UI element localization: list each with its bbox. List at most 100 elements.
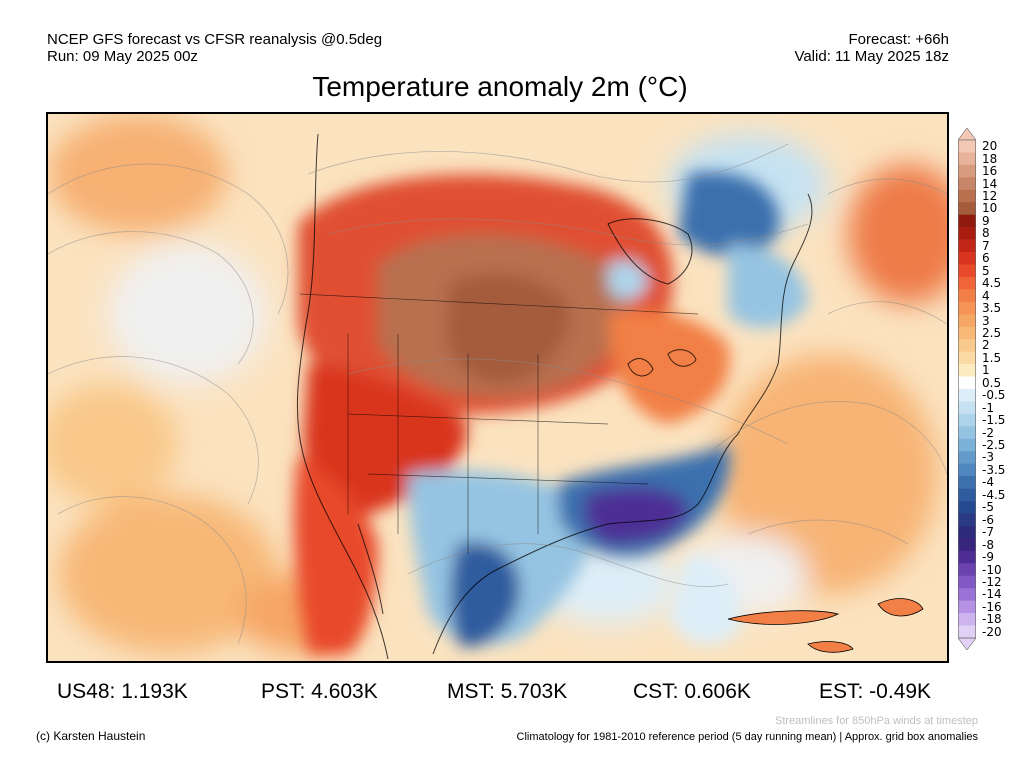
colorbar-swatch xyxy=(958,413,976,427)
colorbar-tick-label: 10 xyxy=(982,201,998,216)
colorbar-swatch xyxy=(958,513,976,527)
colorbar-tick-label: -14 xyxy=(982,587,1002,602)
colorbar-tick-label: 18 xyxy=(982,151,998,166)
colorbar-tick-label: 6 xyxy=(982,251,990,266)
colorbar-swatch xyxy=(958,588,976,601)
colorbar-swatch xyxy=(958,501,976,514)
colorbar-tick-label: 7 xyxy=(982,238,990,253)
colorbar-swatch xyxy=(958,550,976,564)
colorbar-swatch xyxy=(958,140,976,153)
colorbar-swatch xyxy=(958,426,976,440)
colorbar-tick-label: 12 xyxy=(982,189,998,204)
streamline-note: Streamlines for 850hPa winds at timestep xyxy=(775,715,978,727)
colorbar-tick-label: 8 xyxy=(982,226,990,241)
colorbar-tick-label: -3 xyxy=(982,450,994,465)
colorbar-tick-label: -6 xyxy=(982,512,994,527)
colorbar-swatch xyxy=(958,525,976,539)
colorbar-swatch xyxy=(958,164,976,178)
colorbar-swatch xyxy=(958,177,976,191)
colorbar-swatch xyxy=(958,189,976,203)
stat-cst: CST: 0.606K xyxy=(633,680,751,703)
stat-us48: US48: 1.193K xyxy=(57,680,188,703)
stat-est: EST: -0.49K xyxy=(819,680,932,703)
colorbar-tick-label: -12 xyxy=(982,574,1002,589)
colorbar-tick-label: 3.5 xyxy=(982,301,1002,316)
header-right: Forecast: +66h Valid: 11 May 2025 18z xyxy=(794,31,949,65)
colorbar-tick-label: -10 xyxy=(982,562,1002,577)
colorbar-swatch xyxy=(958,463,976,477)
map-canvas xyxy=(48,114,947,661)
coastlines xyxy=(296,133,813,660)
colorbar-tick-label: 20 xyxy=(982,139,998,154)
colorbar-swatch xyxy=(958,264,976,278)
colorbar-tick-label: 2 xyxy=(982,338,990,353)
colorbar-tick-label: 4 xyxy=(982,288,990,303)
colorbar-swatch xyxy=(958,289,976,303)
colorbar-tick-label: -4.5 xyxy=(982,487,1006,502)
valid-time: Valid: 11 May 2025 18z xyxy=(794,48,949,65)
colorbar-tick-label: -0.5 xyxy=(982,388,1006,403)
run-time: Run: 09 May 2025 00z xyxy=(47,48,198,65)
colorbar-swatch xyxy=(958,301,976,315)
regional-stats: US48: 1.193K PST: 4.603K MST: 5.703K CST… xyxy=(0,680,1024,706)
land-anomalies xyxy=(293,172,808,654)
colorbar-swatch xyxy=(958,239,976,253)
colorbar xyxy=(957,127,977,651)
colorbar-swatch xyxy=(958,488,976,502)
colorbar-tick-label: 2.5 xyxy=(982,325,1002,340)
map-title: Temperature anomaly 2m (°C) xyxy=(312,71,688,102)
colorbar-swatch xyxy=(958,252,976,265)
colorbar-swatch xyxy=(958,613,976,626)
colorbar-swatch xyxy=(958,227,976,240)
colorbar-frame xyxy=(958,139,976,639)
colorbar-swatch xyxy=(958,575,976,589)
colorbar-tick-label: -2 xyxy=(982,425,994,440)
colorbar-tick-label: 4.5 xyxy=(982,276,1002,291)
colorbar-swatch xyxy=(958,351,976,365)
colorbar-swatch xyxy=(958,389,976,402)
colorbar-tick-label: 0.5 xyxy=(982,375,1002,390)
colorbar-swatch xyxy=(958,364,976,377)
colorbar-swatch xyxy=(958,476,976,489)
wind-streamlines xyxy=(48,143,947,645)
colorbar-swatch xyxy=(958,202,976,215)
climatology-note: Climatology for 1981-2010 reference peri… xyxy=(516,731,978,743)
colorbar-tick-label: -1.5 xyxy=(982,413,1006,428)
colorbar-swatches xyxy=(957,127,977,651)
colorbar-tick-label: -3.5 xyxy=(982,462,1006,477)
colorbar-tick-label: -4 xyxy=(982,475,994,490)
colorbar-tick-label: -2.5 xyxy=(982,438,1006,453)
header-left: NCEP GFS forecast vs CFSR reanalysis @0.… xyxy=(47,31,382,65)
stat-pst: PST: 4.603K xyxy=(261,680,378,703)
credit: (c) Karsten Haustein xyxy=(36,729,146,743)
colorbar-swatch xyxy=(958,152,976,166)
colorbar-min-arrow xyxy=(957,637,977,651)
anomaly-map xyxy=(46,112,949,663)
colorbar-swatch xyxy=(958,214,976,228)
stat-mst: MST: 5.703K xyxy=(447,680,568,703)
colorbar-swatch xyxy=(958,326,976,340)
colorbar-tick-label: 16 xyxy=(982,164,998,179)
colorbar-tick-label: -7 xyxy=(982,525,994,540)
colorbar-tick-label: 1.5 xyxy=(982,350,1002,365)
colorbar-tick-label: -18 xyxy=(982,612,1002,627)
colorbar-tick-label: -1 xyxy=(982,400,994,415)
forecast-hour: Forecast: +66h xyxy=(848,31,949,48)
colorbar-swatch xyxy=(958,451,976,464)
colorbar-tick-label: -8 xyxy=(982,537,994,552)
colorbar-tick-label: -9 xyxy=(982,550,994,565)
colorbar-tick-label: 1 xyxy=(982,363,990,378)
colorbar-tick-label: -16 xyxy=(982,599,1002,614)
colorbar-max-arrow xyxy=(957,127,977,141)
colorbar-tick-label: 3 xyxy=(982,313,990,328)
colorbar-swatch xyxy=(958,339,976,352)
colorbar-tick-label: -20 xyxy=(982,624,1002,639)
caribbean-islands xyxy=(727,598,924,653)
colorbar-swatch xyxy=(958,314,976,328)
state-borders xyxy=(299,293,699,554)
colorbar-swatch xyxy=(958,563,976,577)
colorbar-swatch xyxy=(958,401,976,415)
colorbar-swatch xyxy=(958,600,976,614)
colorbar-swatch xyxy=(958,438,976,452)
colorbar-swatch xyxy=(958,538,976,552)
